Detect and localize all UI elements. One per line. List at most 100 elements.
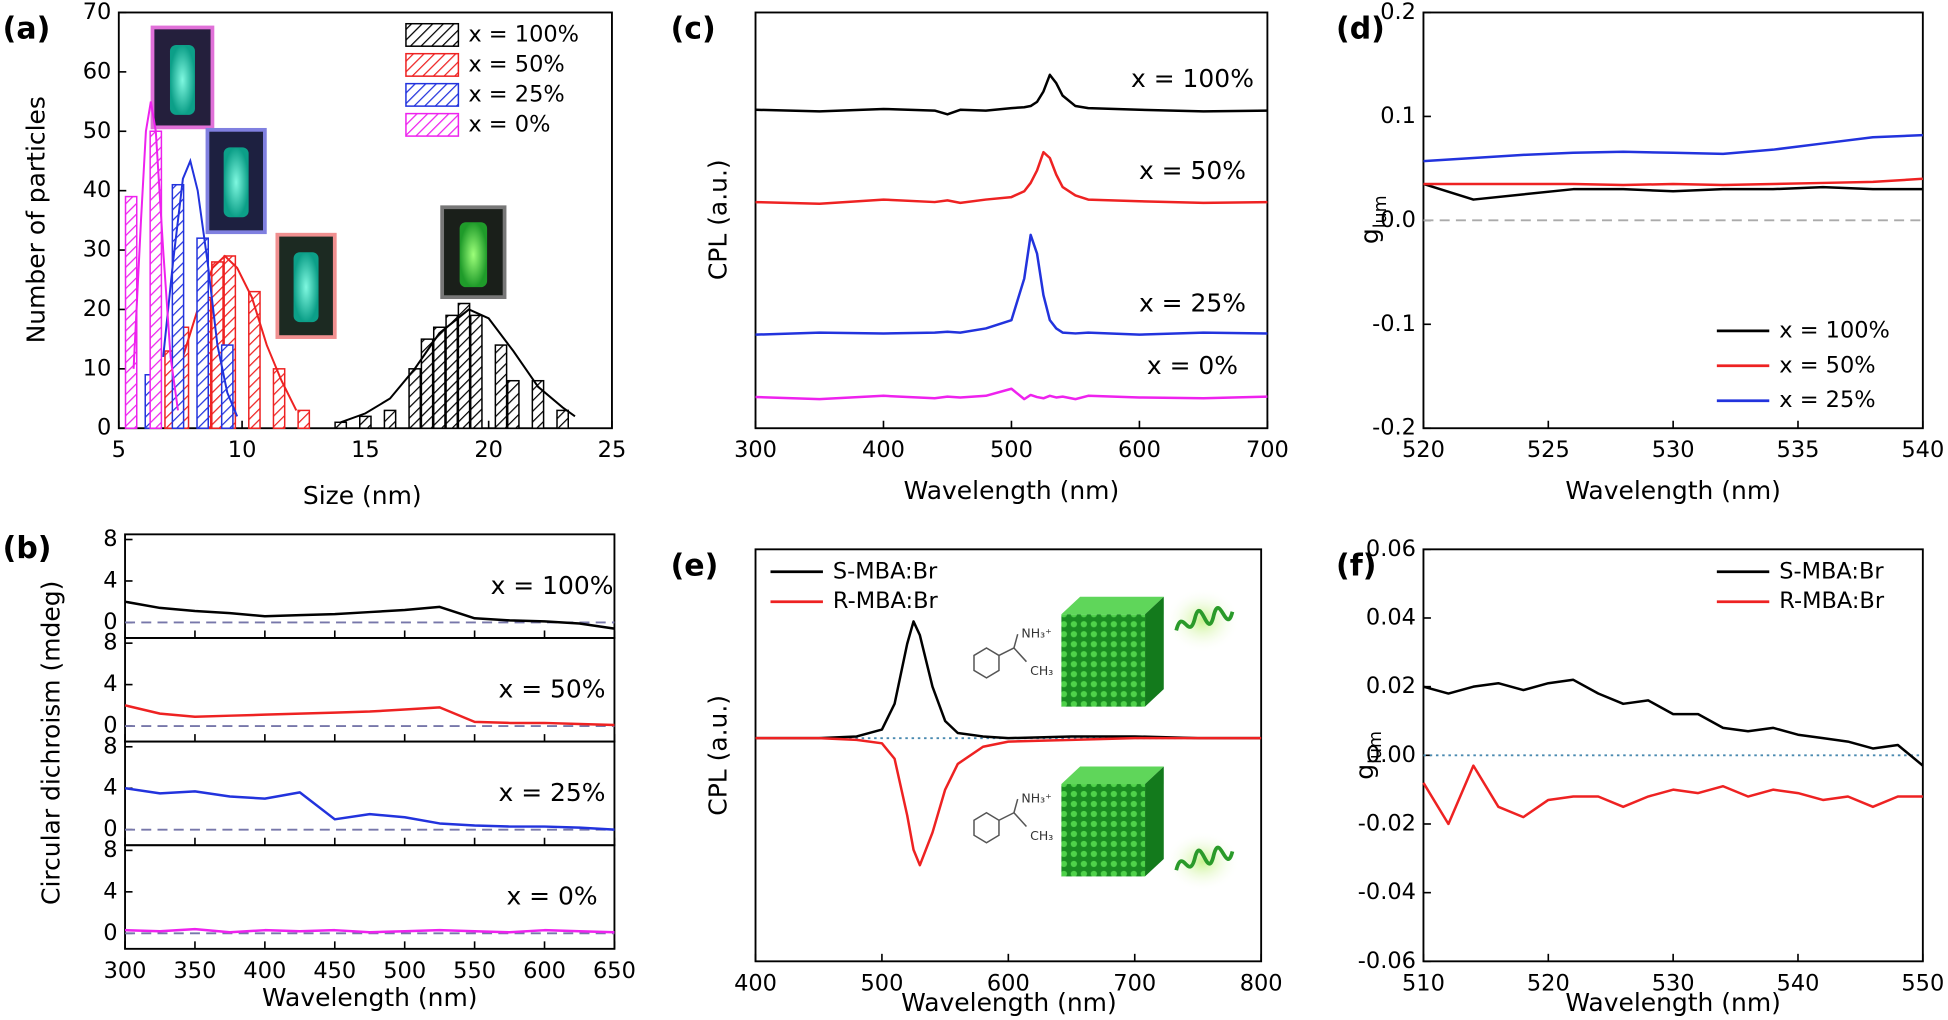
x-tick-label: 400 bbox=[862, 437, 905, 463]
y-tick-label: 4 bbox=[103, 775, 117, 801]
y-tick-label: -0.04 bbox=[1358, 879, 1416, 905]
series-label: x = 50% bbox=[499, 674, 606, 703]
y-tick-label: 70 bbox=[83, 0, 112, 25]
line bbox=[755, 233, 1268, 336]
x-tick-label: 540 bbox=[1901, 437, 1944, 463]
y-tick-label: 8 bbox=[103, 837, 117, 863]
series-label: x = 0% bbox=[1147, 351, 1238, 380]
x-tick-label: 550 bbox=[453, 958, 496, 984]
x-tick-label: 700 bbox=[1246, 437, 1289, 463]
series-label: x = 100% bbox=[1131, 64, 1254, 93]
x-tick-label: 400 bbox=[243, 958, 286, 984]
y-tick-label: 0 bbox=[103, 920, 117, 946]
x-tick-label: 25 bbox=[598, 437, 627, 463]
y-tick-label: 0.2 bbox=[1380, 0, 1416, 25]
line bbox=[1423, 177, 1923, 187]
line bbox=[1423, 678, 1924, 767]
y-tick-label: 0.06 bbox=[1366, 536, 1416, 562]
bar bbox=[196, 237, 209, 429]
bar bbox=[334, 421, 348, 429]
bar bbox=[445, 314, 459, 429]
x-tick-label: 800 bbox=[1240, 970, 1283, 996]
y-axis-label: Number of particles bbox=[22, 96, 51, 343]
y-tick-label: 0 bbox=[103, 609, 117, 635]
y-axis-label-main: g bbox=[1355, 228, 1384, 244]
y-tick-label: 0 bbox=[97, 415, 111, 441]
x-tick-label: 540 bbox=[1777, 970, 1820, 996]
bar bbox=[494, 344, 508, 429]
y-tick-label: 8 bbox=[103, 526, 117, 552]
line bbox=[124, 786, 615, 831]
y-tick-label: -0.1 bbox=[1372, 311, 1416, 337]
legend-label: x = 25% bbox=[1779, 387, 1875, 413]
y-tick-label: -0.06 bbox=[1358, 948, 1416, 974]
vial-photo bbox=[440, 205, 507, 300]
x-tick-label: 500 bbox=[383, 958, 426, 984]
series-label: x = 100% bbox=[491, 571, 614, 600]
structure-label: NH₃⁺ bbox=[1021, 626, 1051, 641]
x-tick-label: 20 bbox=[474, 437, 503, 463]
x-tick-label: 500 bbox=[860, 970, 903, 996]
legend-label: S-MBA:Br bbox=[1779, 558, 1884, 584]
bar bbox=[556, 409, 569, 429]
y-tick-label: 4 bbox=[103, 878, 117, 904]
bar bbox=[359, 415, 372, 429]
panel-label: (b) bbox=[3, 531, 52, 566]
plot-frame bbox=[124, 844, 616, 950]
legend-label: x = 0% bbox=[468, 111, 550, 137]
bar bbox=[531, 379, 545, 429]
x-axis-label: Wavelength (nm) bbox=[1565, 988, 1781, 1017]
legend-label: x = 100% bbox=[1779, 317, 1890, 343]
bar bbox=[469, 314, 483, 429]
y-axis-label-sub: lum bbox=[1366, 731, 1386, 764]
panel-label: (a) bbox=[3, 11, 51, 46]
vial-photo bbox=[205, 127, 267, 235]
legend-swatch bbox=[405, 22, 460, 47]
bar bbox=[383, 409, 397, 429]
x-tick-label: 400 bbox=[734, 970, 777, 996]
series-label: x = 0% bbox=[506, 882, 597, 911]
bar bbox=[432, 326, 446, 429]
y-axis-label: CPL (a.u.) bbox=[703, 159, 732, 280]
y-tick-label: 40 bbox=[83, 177, 112, 203]
y-tick-label: 0.04 bbox=[1366, 604, 1416, 630]
x-tick-label: 600 bbox=[1118, 437, 1161, 463]
x-tick-label: 600 bbox=[987, 970, 1030, 996]
legend-label: x = 50% bbox=[1779, 352, 1875, 378]
y-axis-label-sub: lum bbox=[1371, 195, 1391, 228]
panel-label: (d) bbox=[1336, 11, 1385, 46]
bar bbox=[272, 368, 286, 429]
x-tick-label: 530 bbox=[1652, 970, 1695, 996]
legend-label: S-MBA:Br bbox=[833, 558, 938, 584]
bar bbox=[248, 290, 261, 429]
vial-photo bbox=[150, 25, 215, 130]
line bbox=[755, 150, 1268, 205]
x-tick-label: 300 bbox=[734, 437, 777, 463]
x-tick-label: 520 bbox=[1402, 437, 1445, 463]
crystal-cube bbox=[1061, 596, 1164, 707]
bar bbox=[506, 379, 520, 429]
x-tick-label: 650 bbox=[593, 958, 636, 984]
bar bbox=[149, 130, 163, 429]
series-label: x = 50% bbox=[1139, 156, 1246, 185]
x-tick-label: 550 bbox=[1901, 970, 1944, 996]
fit-curve bbox=[340, 308, 576, 424]
y-tick-label: 4 bbox=[103, 671, 117, 697]
bar bbox=[457, 302, 471, 429]
y-tick-label: 0 bbox=[103, 713, 117, 739]
y-tick-label: 8 bbox=[103, 630, 117, 656]
y-axis-label: glum bbox=[1350, 731, 1386, 780]
helix bbox=[1165, 831, 1240, 892]
fit-curve bbox=[132, 101, 179, 411]
line bbox=[125, 927, 615, 934]
x-tick-label: 300 bbox=[104, 958, 147, 984]
x-tick-label: 5 bbox=[112, 437, 126, 463]
x-axis-label: Size (nm) bbox=[303, 481, 422, 510]
y-tick-label: -0.2 bbox=[1372, 415, 1416, 441]
panel-label: (e) bbox=[671, 548, 719, 583]
y-tick-label: 60 bbox=[83, 58, 112, 84]
x-axis-label: Wavelength (nm) bbox=[904, 476, 1120, 505]
bar bbox=[408, 368, 422, 429]
legend-label: R-MBA:Br bbox=[1779, 588, 1885, 614]
